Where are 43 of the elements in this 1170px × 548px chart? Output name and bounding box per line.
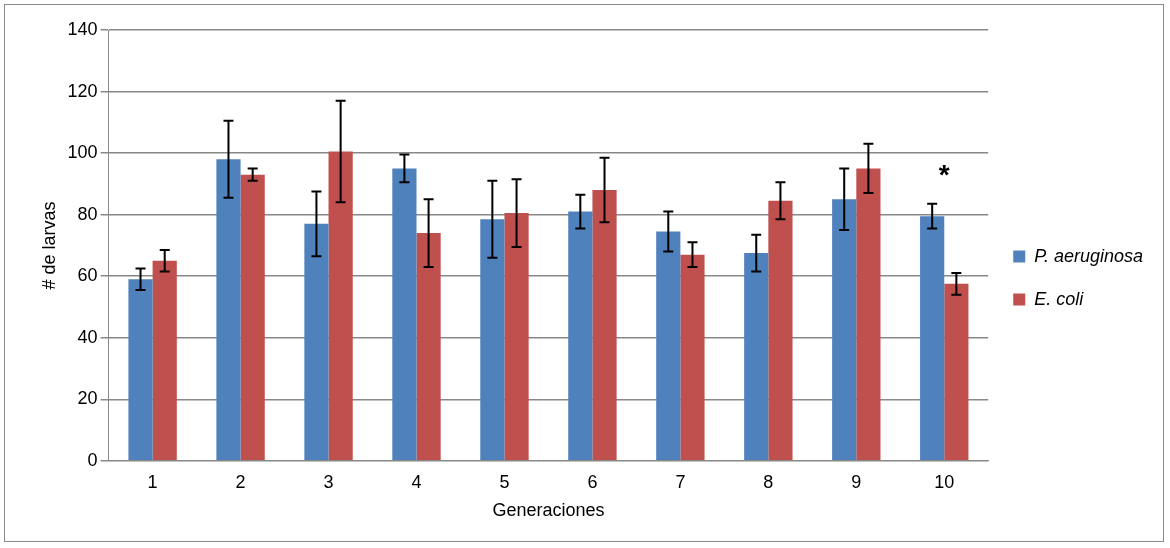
y-tick-label: 40 [77, 326, 98, 347]
bar [240, 174, 265, 461]
bar [920, 216, 945, 461]
x-tick-label: 4 [411, 471, 422, 492]
y-tick-label: 20 [77, 388, 98, 409]
bar [656, 231, 681, 461]
y-tick-label: 60 [77, 265, 98, 286]
bar [152, 260, 177, 461]
legend-label: E. coli [1034, 288, 1085, 309]
x-tick-label: 10 [934, 471, 955, 492]
bar [944, 283, 969, 461]
y-tick-label: 140 [67, 18, 98, 39]
y-tick-label: 0 [87, 449, 98, 470]
bar [328, 151, 353, 461]
x-tick-label: 5 [499, 471, 510, 492]
y-tick-label: 120 [67, 80, 98, 101]
bar [832, 199, 857, 461]
bar [568, 211, 593, 461]
x-tick-label: 1 [147, 471, 158, 492]
y-tick-label: 80 [77, 203, 98, 224]
y-tick-label: 100 [67, 142, 98, 163]
bar [592, 190, 617, 461]
x-axis-title: Generaciones [492, 500, 605, 521]
bar [480, 219, 505, 461]
bar [128, 279, 153, 461]
x-tick-label: 6 [587, 471, 598, 492]
x-tick-label: 2 [235, 471, 246, 492]
annotation: * [938, 158, 950, 190]
x-tick-label: 8 [763, 471, 774, 492]
bar [392, 168, 417, 461]
bar [504, 213, 529, 461]
x-tick-label: 3 [323, 471, 334, 492]
x-tick-label: 9 [851, 471, 862, 492]
y-axis-title: # de larvas [38, 201, 59, 290]
bar [768, 200, 793, 461]
bar [680, 254, 705, 461]
bar [744, 253, 769, 461]
x-tick-label: 7 [675, 471, 686, 492]
bar [216, 159, 241, 461]
bar [304, 223, 329, 461]
bar [416, 233, 441, 461]
legend-label: P. aeruginosa [1034, 245, 1144, 266]
bar [856, 168, 881, 461]
